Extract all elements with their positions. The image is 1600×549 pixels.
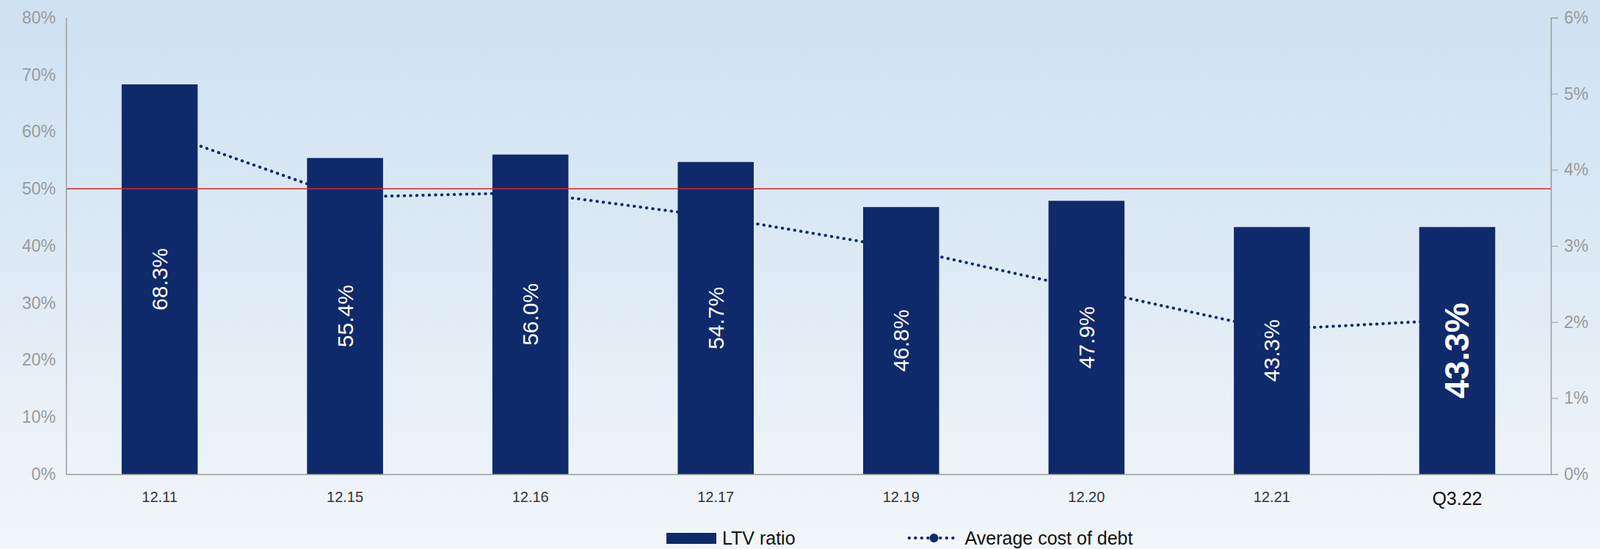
legend: LTV ratio Average cost of debt bbox=[666, 527, 1133, 549]
x-axis-tick-label: 12.17 bbox=[697, 488, 734, 505]
y2-axis-tick: 0% bbox=[1550, 464, 1589, 484]
y2-axis-tick-label: 6% bbox=[1564, 8, 1589, 28]
ltv-bar bbox=[1419, 226, 1496, 475]
y2-axis-tick-label: 3% bbox=[1564, 236, 1589, 256]
legend-label: Average cost of debt bbox=[965, 527, 1134, 549]
x-axis-tick-label: 12.21 bbox=[1253, 488, 1291, 505]
y-axis-tick: 0% bbox=[31, 464, 67, 484]
y-axis-tick: 40% bbox=[22, 236, 67, 256]
legend-swatch bbox=[666, 532, 717, 544]
data-label: 56.0% bbox=[518, 283, 543, 346]
plot: 68.3% 55.4% 56.0% 54.7% 46.8% 47.9% 43.3% 43.3%… bbox=[22, 8, 1589, 509]
x-axis-tick: 12.20 bbox=[1067, 474, 1105, 505]
y-axis-tick: 60% bbox=[22, 121, 67, 141]
x-axis-tick: 12.15 bbox=[326, 474, 364, 505]
data-label: 43.3% bbox=[1437, 302, 1476, 398]
y2-axis-tick-mark bbox=[1550, 93, 1559, 95]
reference-line bbox=[66, 188, 1551, 191]
y-axis-tick-label: 80% bbox=[22, 8, 56, 28]
y2-axis-tick-mark bbox=[1550, 322, 1559, 323]
x-axis-tick: 12.11 bbox=[141, 474, 178, 505]
y2-axis: 0% 1% 2% 3% 4% 5% 6% bbox=[1550, 8, 1589, 484]
y2-axis-tick-label: 0% bbox=[1564, 464, 1589, 484]
x-axis-tick: Q3.22 bbox=[1431, 474, 1482, 509]
y-axis-tick-label: 30% bbox=[22, 293, 56, 313]
data-label: 68.3% bbox=[147, 248, 172, 311]
x-axis-tick-label: 12.20 bbox=[1067, 488, 1105, 505]
x-axis-line bbox=[66, 474, 1552, 476]
y2-axis-tick: 2% bbox=[1550, 312, 1589, 332]
y2-axis-tick: 6% bbox=[1550, 8, 1589, 28]
y-axis-tick-label: 20% bbox=[22, 350, 56, 370]
legend-item: LTV ratio bbox=[666, 527, 796, 549]
legend-label: LTV ratio bbox=[722, 527, 796, 549]
y-axis-tick: 50% bbox=[22, 179, 67, 199]
ltv-bar bbox=[1048, 201, 1126, 475]
y2-axis-tick: 1% bbox=[1550, 388, 1589, 408]
x-axis-tick-label: Q3.22 bbox=[1431, 488, 1482, 509]
y-axis-tick: 70% bbox=[22, 65, 67, 85]
y-axis-tick-label: 10% bbox=[22, 407, 56, 427]
x-axis: 12.11 12.15 12.16 12.17 12.19 12.20 12.21 Q3.22 bbox=[66, 474, 1552, 509]
y-axis-tick-label: 0% bbox=[31, 464, 56, 484]
y2-axis-tick: 4% bbox=[1550, 160, 1589, 180]
y-axis-tick-label: 40% bbox=[22, 236, 56, 256]
y-axis-tick: 10% bbox=[22, 407, 67, 427]
x-axis-tick-label: 12.15 bbox=[326, 488, 364, 505]
y2-axis-line bbox=[1551, 18, 1559, 475]
y-axis-tick: 20% bbox=[22, 350, 67, 370]
y-axis-tick: 80% bbox=[22, 8, 67, 28]
x-axis-tick-label: 12.19 bbox=[882, 488, 920, 505]
marks bbox=[66, 84, 1551, 475]
ltv-bar bbox=[863, 206, 940, 475]
x-axis-tick: 12.21 bbox=[1253, 474, 1291, 505]
data-label: 47.9% bbox=[1074, 306, 1099, 369]
y2-axis-tick: 3% bbox=[1550, 236, 1589, 256]
legend-item: Average cost of debt bbox=[909, 527, 1134, 549]
y2-axis-tick-mark bbox=[1550, 397, 1559, 399]
x-axis-tick: 12.17 bbox=[697, 474, 734, 505]
chart: 68.3% 55.4% 56.0% 54.7% 46.8% 47.9% 43.3% 43.3%… bbox=[0, 0, 1600, 549]
y2-axis-tick-mark bbox=[1550, 245, 1559, 247]
y2-axis-tick-mark bbox=[1550, 17, 1559, 19]
y2-axis-tick-label: 4% bbox=[1564, 160, 1589, 180]
data-label: 55.4% bbox=[333, 284, 358, 348]
y-axis: 0% 10% 20% 30% 40% 50% 60% 70% 80% bbox=[22, 8, 67, 484]
data-label: 43.3% bbox=[1259, 319, 1284, 382]
ltv-bar bbox=[306, 157, 384, 475]
y2-axis-tick-label: 2% bbox=[1564, 312, 1589, 332]
ltv-bar bbox=[492, 154, 569, 475]
y2-axis-tick-mark bbox=[1550, 169, 1559, 171]
y-axis-line bbox=[66, 18, 68, 475]
ltv-bar bbox=[121, 84, 199, 475]
ltv-bar bbox=[1233, 226, 1311, 475]
legend-marker bbox=[929, 533, 939, 543]
y2-axis-tick-label: 5% bbox=[1564, 84, 1589, 104]
y-axis-tick: 30% bbox=[22, 293, 67, 313]
x-axis-tick-label: 12.11 bbox=[141, 488, 178, 505]
y-axis-tick-label: 70% bbox=[22, 65, 56, 85]
y2-axis-tick-mark bbox=[1550, 474, 1559, 475]
data-label: 54.7% bbox=[703, 286, 729, 350]
y-axis-tick-label: 50% bbox=[22, 179, 56, 199]
x-axis-tick-label: 12.16 bbox=[512, 488, 549, 505]
data-label: 46.8% bbox=[888, 309, 914, 373]
y-axis-tick-label: 60% bbox=[22, 121, 56, 141]
x-axis-tick: 12.16 bbox=[512, 474, 549, 505]
ltv-bar bbox=[677, 162, 754, 475]
y2-axis-tick: 5% bbox=[1550, 84, 1589, 104]
y2-axis-tick-label: 1% bbox=[1564, 388, 1589, 408]
x-axis-tick: 12.19 bbox=[882, 474, 920, 505]
